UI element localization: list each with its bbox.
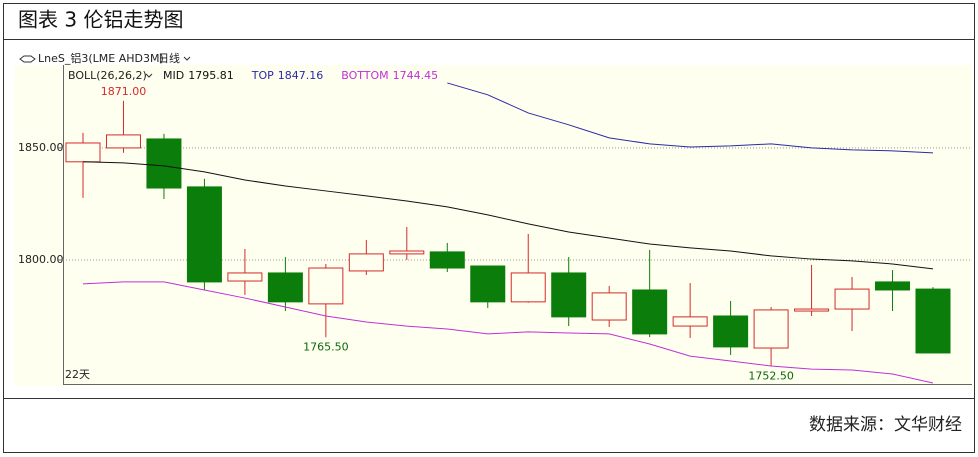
legend-name: BOTTOM [341, 69, 388, 82]
symbol[interactable]: LneS_铝3(LME AHD3M) [38, 51, 164, 65]
candle-body [834, 288, 870, 310]
candle-body [470, 265, 506, 303]
legend-name: MID [163, 69, 184, 82]
candle-body [389, 250, 425, 255]
candle-body [348, 253, 384, 272]
legend-name: TOP [251, 69, 274, 82]
low-label: 1752.50 [748, 369, 794, 382]
candle-body [753, 309, 789, 349]
source: 数据来源：文华财经 [809, 415, 962, 435]
candle-body [915, 288, 951, 354]
toolbar-icon[interactable] [19, 55, 36, 63]
y-tick-label: 1800.00 [18, 253, 64, 266]
indicator: BOLL(26,26,2) [68, 69, 147, 82]
candle-body [794, 308, 830, 312]
boll-line [82, 161, 934, 270]
candle-body [672, 316, 708, 327]
legend-value: 1847.16 [278, 69, 324, 82]
dropdown-arrow[interactable] [145, 73, 153, 78]
candle-body [186, 186, 222, 283]
y-tick-label: 1850.00 [18, 141, 64, 154]
candle-body [65, 142, 101, 163]
candle-body [591, 292, 627, 321]
candle-body [308, 267, 344, 305]
note: 22天 [65, 368, 90, 381]
dropdown-arrow[interactable] [183, 56, 191, 61]
candle-body [146, 138, 182, 189]
period[interactable]: 日线 [158, 51, 180, 65]
candle-body [551, 272, 587, 318]
boll-line [82, 281, 934, 384]
candle-body [105, 134, 141, 149]
chart-title: 图表 3 伦铝走势图 [18, 8, 183, 32]
legend-value: 1744.45 [393, 69, 439, 82]
plot-background [14, 65, 972, 386]
high-label: 1871.00 [101, 85, 147, 98]
candle-body [227, 272, 263, 282]
candle-body [267, 272, 303, 303]
legend-value: 1795.81 [188, 69, 234, 82]
boll-line [447, 82, 934, 154]
candle-body [510, 272, 546, 303]
candle-body [429, 251, 465, 269]
candle-body [632, 289, 668, 335]
low-label: 1765.50 [303, 340, 349, 353]
candle-body [875, 281, 911, 291]
candle-body [713, 315, 749, 348]
